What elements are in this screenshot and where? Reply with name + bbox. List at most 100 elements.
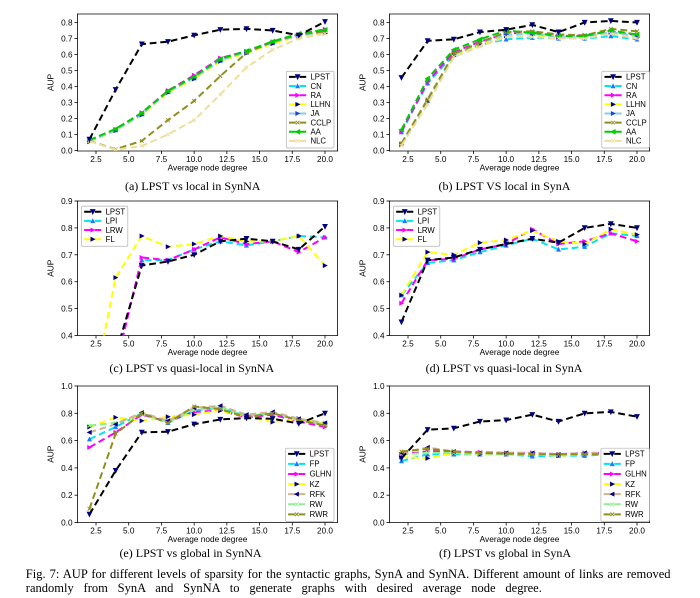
svg-text:20.0: 20.0 — [317, 155, 333, 164]
svg-text:FL: FL — [106, 235, 116, 244]
svg-text:5.0: 5.0 — [123, 526, 135, 535]
svg-text:15.0: 15.0 — [564, 155, 580, 164]
svg-text:7.5: 7.5 — [156, 155, 168, 164]
svg-text:AUP: AUP — [45, 74, 55, 92]
svg-text:RFK: RFK — [310, 490, 326, 499]
svg-text:5.0: 5.0 — [123, 339, 135, 348]
svg-text:0.0: 0.0 — [61, 146, 73, 155]
svg-text:17.5: 17.5 — [284, 155, 300, 164]
svg-text:15.0: 15.0 — [252, 526, 268, 535]
svg-text:AUP: AUP — [45, 445, 55, 463]
svg-text:12.5: 12.5 — [531, 339, 547, 348]
svg-text:0.7: 0.7 — [61, 251, 73, 260]
svg-text:12.5: 12.5 — [531, 526, 547, 535]
svg-text:CCLP: CCLP — [310, 118, 331, 127]
svg-text:0.6: 0.6 — [61, 278, 73, 287]
svg-text:20.0: 20.0 — [629, 526, 645, 535]
svg-text:7.5: 7.5 — [468, 526, 480, 535]
svg-text:15.0: 15.0 — [252, 339, 268, 348]
svg-text:0.4: 0.4 — [373, 82, 385, 91]
svg-text:LPST: LPST — [106, 207, 126, 216]
svg-text:NLC: NLC — [626, 137, 642, 146]
svg-text:LLHN: LLHN — [310, 100, 330, 109]
svg-text:7.5: 7.5 — [468, 155, 480, 164]
svg-text:LPST: LPST — [418, 207, 438, 216]
svg-text:GLHN: GLHN — [625, 470, 647, 479]
svg-text:AA: AA — [310, 127, 321, 136]
svg-text:0.6: 0.6 — [373, 437, 385, 446]
svg-text:0.5: 0.5 — [373, 66, 385, 75]
svg-text:5.0: 5.0 — [123, 155, 135, 164]
svg-text:10.0: 10.0 — [186, 155, 202, 164]
svg-text:JA: JA — [626, 109, 636, 118]
svg-text:15.0: 15.0 — [564, 339, 580, 348]
svg-text:CCLP: CCLP — [626, 118, 647, 127]
svg-text:20.0: 20.0 — [317, 339, 333, 348]
svg-text:AUP: AUP — [357, 259, 367, 277]
svg-text:0.5: 0.5 — [373, 305, 385, 314]
svg-text:10.0: 10.0 — [498, 526, 514, 535]
svg-text:LPST: LPST — [310, 450, 330, 459]
svg-text:17.5: 17.5 — [596, 155, 612, 164]
svg-text:0.6: 0.6 — [373, 278, 385, 287]
svg-text:0.2: 0.2 — [61, 114, 73, 123]
svg-text:LPST: LPST — [310, 73, 330, 82]
svg-text:2.5: 2.5 — [402, 339, 414, 348]
svg-text:0.5: 0.5 — [61, 66, 73, 75]
svg-text:AUP: AUP — [357, 74, 367, 92]
svg-text:0.8: 0.8 — [373, 18, 385, 27]
svg-text:Average node degree: Average node degree — [480, 534, 560, 544]
svg-text:Average node degree: Average node degree — [480, 347, 560, 357]
svg-text:FP: FP — [310, 460, 320, 469]
svg-text:NLC: NLC — [310, 137, 326, 146]
svg-text:LLHN: LLHN — [626, 100, 646, 109]
svg-text:17.5: 17.5 — [596, 339, 612, 348]
svg-text:0.6: 0.6 — [61, 50, 73, 59]
svg-text:CN: CN — [626, 82, 637, 91]
svg-text:0.8: 0.8 — [61, 224, 73, 233]
svg-text:Average node degree: Average node degree — [480, 163, 560, 172]
svg-text:20.0: 20.0 — [629, 339, 645, 348]
svg-text:1.0: 1.0 — [61, 382, 73, 391]
svg-text:0.8: 0.8 — [61, 409, 73, 418]
svg-text:0.2: 0.2 — [373, 491, 385, 500]
svg-text:12.5: 12.5 — [219, 339, 235, 348]
svg-text:0.9: 0.9 — [373, 197, 385, 206]
svg-text:20.0: 20.0 — [317, 526, 333, 535]
svg-text:12.5: 12.5 — [219, 526, 235, 535]
svg-text:1.0: 1.0 — [373, 382, 385, 391]
svg-text:0.5: 0.5 — [61, 305, 73, 314]
svg-text:0.3: 0.3 — [61, 98, 73, 107]
svg-text:FL: FL — [418, 235, 428, 244]
svg-text:5.0: 5.0 — [435, 339, 447, 348]
svg-text:17.5: 17.5 — [596, 526, 612, 535]
svg-text:AUP: AUP — [357, 445, 367, 463]
svg-text:0.4: 0.4 — [61, 331, 73, 340]
svg-text:0.4: 0.4 — [373, 331, 385, 340]
svg-text:GLHN: GLHN — [310, 470, 332, 479]
svg-text:0.1: 0.1 — [61, 130, 73, 139]
svg-text:0.1: 0.1 — [373, 130, 385, 139]
svg-text:Average node degree: Average node degree — [168, 534, 248, 544]
svg-text:CN: CN — [310, 82, 321, 91]
svg-text:LPST: LPST — [626, 73, 646, 82]
svg-text:2.5: 2.5 — [402, 155, 414, 164]
svg-text:17.5: 17.5 — [284, 339, 300, 348]
svg-text:2.5: 2.5 — [90, 155, 102, 164]
svg-text:FP: FP — [625, 460, 635, 469]
svg-text:0.0: 0.0 — [373, 146, 385, 155]
svg-text:20.0: 20.0 — [629, 155, 645, 164]
svg-text:0.3: 0.3 — [373, 98, 385, 107]
svg-text:10.0: 10.0 — [186, 526, 202, 535]
svg-text:RWR: RWR — [625, 510, 644, 519]
svg-text:17.5: 17.5 — [284, 526, 300, 535]
svg-text:LPI: LPI — [418, 217, 430, 226]
svg-text:LPST: LPST — [625, 450, 645, 459]
svg-text:10.0: 10.0 — [186, 339, 202, 348]
svg-text:7.5: 7.5 — [468, 339, 480, 348]
svg-text:0.7: 0.7 — [61, 34, 73, 43]
svg-text:0.4: 0.4 — [373, 464, 385, 473]
svg-text:LRW: LRW — [418, 226, 436, 235]
svg-text:Average node degree: Average node degree — [168, 347, 248, 357]
svg-text:JA: JA — [310, 109, 320, 118]
